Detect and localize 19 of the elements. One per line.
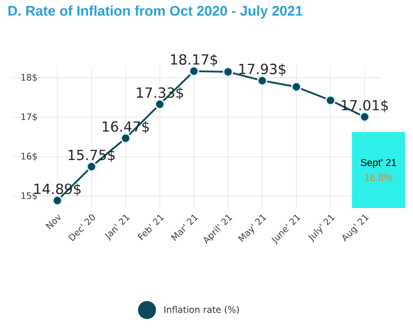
y-tick-label: 17$ <box>22 113 37 122</box>
point <box>359 112 370 122</box>
y-tick-label: 15$ <box>22 192 37 200</box>
data-label: 18.17$ <box>171 54 218 67</box>
y-tick-label: 16$ <box>22 152 37 161</box>
data-label: 17.93$ <box>239 63 286 76</box>
annotation: 16.8% <box>365 174 392 181</box>
legend-label: Inflation rate (%) <box>164 306 239 314</box>
point <box>222 66 234 78</box>
annotation: Sept' 21 <box>360 159 396 168</box>
data-label: 17.01$ <box>342 100 388 112</box>
chart-title: D. Rate of Inflation from Oct 2020 - July 2021 <box>8 6 302 19</box>
x-tick-label: Nov <box>46 214 61 230</box>
point <box>52 195 63 206</box>
point <box>86 161 97 172</box>
point <box>291 82 302 92</box>
point <box>325 95 336 106</box>
point <box>154 99 166 110</box>
y-tick-label: 18$ <box>22 74 37 82</box>
